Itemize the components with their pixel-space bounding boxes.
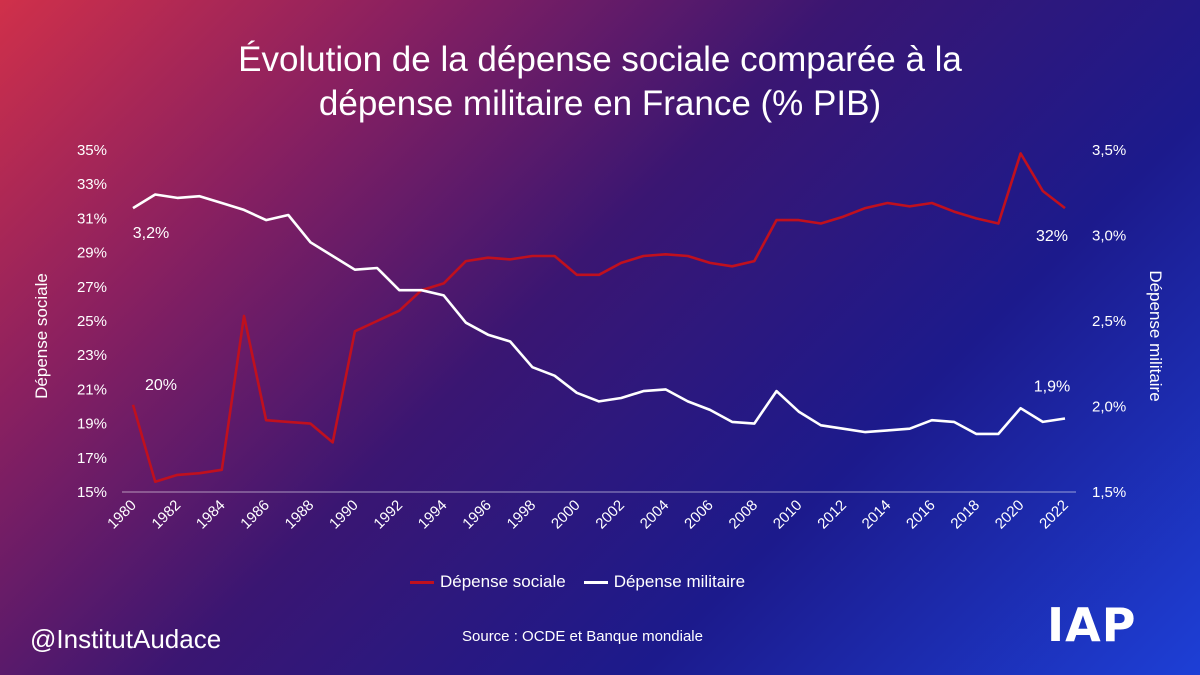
legend-swatch-military [583, 580, 608, 584]
legend-item-social: Dépense sociale [410, 572, 566, 592]
x-tick-label: 2014 [859, 497, 895, 533]
y-left-tick-label: 17% [77, 450, 107, 467]
data-label: 1,9% [1034, 378, 1070, 395]
chart-title: Évolution de la dépense sociale comparée… [0, 38, 1200, 126]
x-tick-label: 2004 [637, 497, 673, 533]
data-label: 3,2% [133, 225, 169, 242]
legend: Dépense sociale Dépense militaire [410, 572, 763, 592]
data-label: 32% [1036, 228, 1068, 245]
x-tick-label: 2022 [1036, 497, 1072, 533]
y-left-tick-label: 21% [77, 381, 107, 398]
legend-item-military: Dépense militaire [583, 572, 746, 592]
social-handle: @InstitutAudace [30, 624, 222, 654]
y-left-tick-label: 31% [77, 210, 107, 227]
y-right-tick-label: 3,0% [1092, 228, 1126, 245]
series-line-social [131, 152, 1066, 484]
y-left-tick-label: 27% [77, 279, 107, 296]
iap-logo: IAP [1047, 598, 1137, 652]
data-label: 20% [145, 377, 177, 394]
y-left-tick-label: 35% [77, 142, 107, 159]
x-tick-label: 2002 [592, 497, 628, 533]
chart-title-line1: Évolution de la dépense sociale comparée… [238, 40, 962, 79]
x-tick-label: 2018 [947, 497, 983, 533]
x-tick-label: 2012 [814, 497, 850, 533]
source-note: Source : OCDE et Banque mondiale [462, 628, 703, 645]
x-tick-label: 1998 [504, 497, 540, 533]
x-tick-label: 1988 [282, 497, 318, 533]
x-tick-label: 2006 [681, 497, 717, 533]
y-right-tick-label: 3,5% [1092, 142, 1126, 159]
series-line-military [132, 193, 1066, 436]
x-tick-label: 1992 [370, 497, 406, 533]
x-tick-label: 1984 [193, 497, 229, 533]
legend-label-military: Dépense militaire [613, 572, 746, 591]
legend-label-social: Dépense sociale [440, 572, 566, 591]
y-right-axis-title: Dépense militaire [1146, 270, 1165, 401]
x-tick-label: 1982 [149, 497, 185, 533]
x-tick-label: 2000 [548, 497, 584, 533]
x-tick-label: 1990 [326, 497, 362, 533]
x-tick-label: 1986 [237, 497, 273, 533]
y-left-tick-label: 33% [77, 176, 107, 193]
x-tick-label: 1996 [459, 497, 495, 533]
legend-swatch-social [410, 580, 434, 584]
y-right-tick-label: 2,0% [1092, 399, 1126, 416]
y-left-tick-label: 15% [77, 484, 107, 501]
y-left-axis-title: Dépense sociale [32, 273, 51, 399]
y-left-tick-label: 29% [77, 245, 107, 262]
x-tick-label: 2010 [770, 497, 806, 533]
x-tick-label: 2016 [903, 497, 939, 533]
x-tick-label: 1980 [104, 497, 140, 533]
chart-title-line2: dépense militaire en France (% PIB) [318, 84, 882, 123]
x-tick-label: 2008 [726, 497, 762, 533]
y-left-tick-label: 25% [77, 313, 107, 330]
y-right-tick-label: 2,5% [1092, 313, 1126, 330]
x-tick-label: 1994 [415, 497, 451, 533]
x-tick-label: 2020 [992, 497, 1028, 533]
y-left-tick-label: 19% [77, 416, 107, 433]
y-left-tick-label: 23% [77, 347, 107, 364]
y-right-tick-label: 1,5% [1092, 484, 1126, 501]
